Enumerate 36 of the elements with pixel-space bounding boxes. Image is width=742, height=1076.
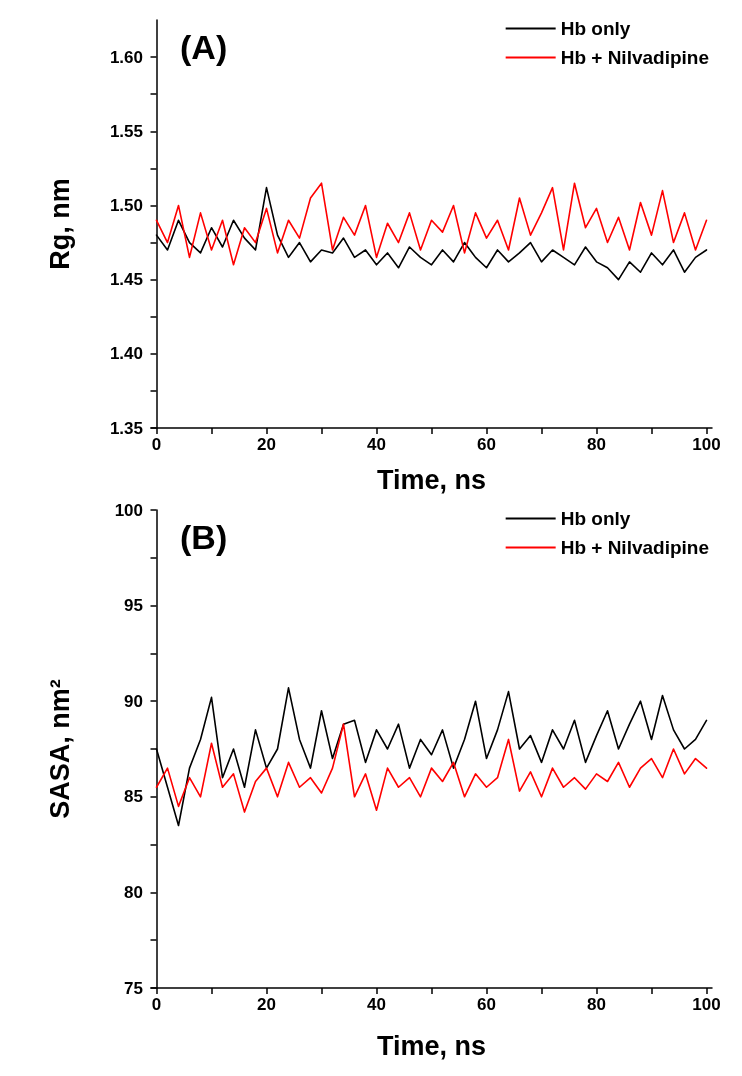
x-axis-title: Time, ns	[376, 1030, 487, 1061]
x-tick-label: 60	[477, 995, 496, 1014]
x-tick-label: 0	[151, 995, 162, 1014]
line-series	[155, 182, 708, 266]
x-tick-label: 80	[587, 995, 606, 1014]
y-tick-label: 1.55	[109, 121, 143, 141]
legend-label: Hb only	[560, 18, 631, 39]
y-tick-label: 1.50	[109, 195, 143, 215]
x-tick-label: 100	[692, 995, 721, 1014]
y-axis-title: SASA, nm²	[44, 679, 75, 819]
y-tick-label: 80	[124, 882, 143, 902]
y-tick-label: 1.60	[109, 47, 143, 67]
legend-label: Hb only	[560, 508, 631, 529]
legend-label: Hb + Nilvadipine	[560, 47, 710, 68]
x-tick-label: 0	[151, 435, 162, 454]
line-series	[155, 723, 708, 813]
y-tick-label: 75	[124, 978, 143, 998]
x-tick-label: 20	[257, 435, 276, 454]
y-axis-title: Rg, nm	[44, 178, 75, 270]
x-tick-label: 60	[477, 435, 496, 454]
y-tick-label: 95	[124, 596, 143, 616]
annotation: (B)	[180, 518, 228, 556]
x-tick-label: 100	[692, 435, 721, 454]
y-tick-label: 1.40	[109, 344, 143, 364]
x-tick-label: 40	[367, 435, 386, 454]
annotation: (A)	[180, 28, 228, 66]
y-tick-label: 1.45	[109, 270, 143, 290]
x-tick-label: 80	[587, 435, 606, 454]
y-tick-label: 90	[124, 691, 143, 711]
y-tick-label: 100	[114, 500, 143, 520]
y-tick-label: 1.35	[109, 418, 143, 438]
y-tick-label: 85	[124, 787, 143, 807]
x-tick-label: 20	[257, 995, 276, 1014]
x-tick-label: 40	[367, 995, 386, 1014]
legend-label: Hb + Nilvadipine	[560, 537, 710, 558]
x-axis-title: Time, ns	[376, 464, 487, 495]
